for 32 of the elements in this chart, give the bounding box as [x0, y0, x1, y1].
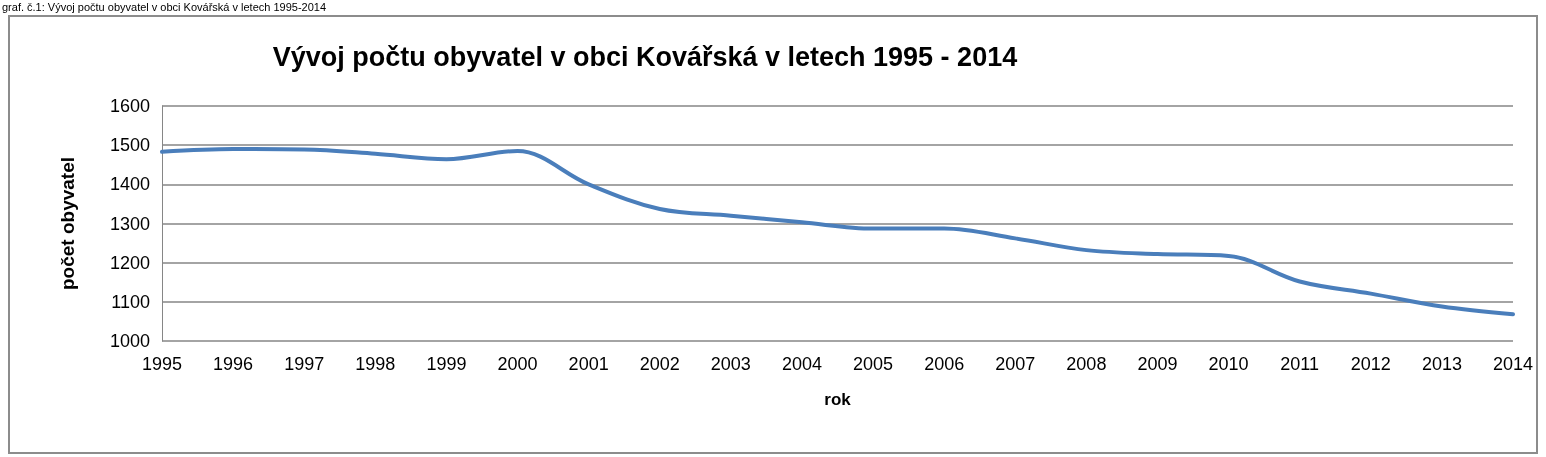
x-tick-label: 2011 [1280, 354, 1320, 374]
x-tick-label: 2007 [995, 354, 1036, 374]
x-tick-label: 2003 [710, 354, 751, 374]
x-tick-label: 2005 [853, 354, 894, 374]
y-tick-label: 1200 [109, 252, 150, 273]
x-tick-label: 2014 [1492, 354, 1534, 374]
y-tick-label: 1500 [109, 135, 150, 156]
x-tick-label: 2008 [1066, 354, 1107, 374]
line-series [160, 147, 1515, 317]
y-tick-label: 1000 [109, 331, 150, 351]
x-tick-label: 1997 [284, 354, 325, 374]
y-tick-label: 1600 [109, 96, 150, 116]
x-tick-label: 2004 [781, 354, 822, 374]
x-tick-label: 2010 [1208, 354, 1249, 374]
x-tick-label: 1996 [213, 354, 254, 374]
x-tick-label: 2002 [639, 354, 680, 374]
x-tick-label: 2009 [1137, 354, 1178, 374]
y-tick-label: 1400 [109, 174, 150, 195]
text: graf. č.1: Vývoj počtu obyvatel v obci Kovářská v letech 1995-2014 [2, 0, 327, 13]
y-axis-title: počet obyvatel [57, 156, 78, 291]
y-tick-label: 1300 [109, 213, 150, 234]
x-tick-label: 1999 [426, 354, 467, 374]
x-tick-label: 2012 [1350, 354, 1391, 374]
x-tick-label: 2000 [497, 354, 538, 374]
y-tick-label: 1100 [111, 291, 150, 312]
x-tick-label: 1998 [355, 354, 396, 374]
x-tick-label: 2001 [568, 354, 609, 374]
x-tick-label: 1995 [141, 354, 183, 374]
chart-title: Vývoj počtu obyvatel v obci Kovářská v letech 1995 - 2014 [272, 41, 1018, 72]
x-axis-title: rok [824, 390, 852, 409]
x-tick-label: 2006 [924, 354, 965, 374]
x-tick-label: 2013 [1421, 354, 1462, 374]
